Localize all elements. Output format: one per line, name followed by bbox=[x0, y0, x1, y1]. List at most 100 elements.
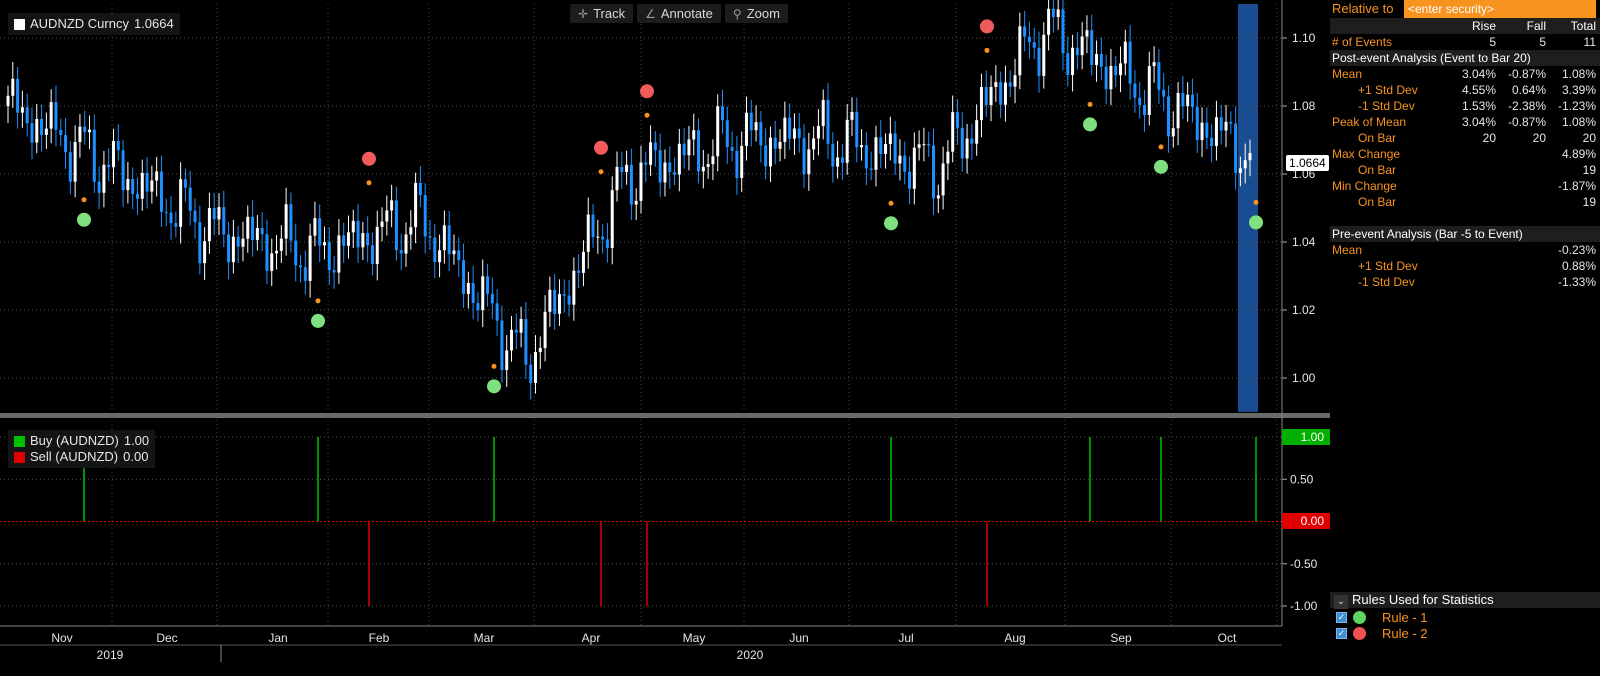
candle-body bbox=[68, 152, 72, 182]
events-rise: 5 bbox=[1489, 35, 1496, 49]
candle-body bbox=[1027, 36, 1031, 43]
candle-body bbox=[812, 138, 816, 150]
candle-body bbox=[514, 329, 518, 333]
sell-event-dot bbox=[644, 112, 650, 118]
candle-body bbox=[265, 234, 269, 271]
post-row-value: -1.87% bbox=[1557, 179, 1596, 193]
candle-body bbox=[486, 276, 490, 294]
candle-body bbox=[370, 245, 374, 264]
candle-body bbox=[212, 208, 216, 220]
pre-row-value bbox=[1446, 242, 1496, 258]
candle-body bbox=[423, 195, 427, 237]
candle-body bbox=[73, 142, 77, 182]
candle-body bbox=[778, 141, 782, 149]
pre-row: +1 Std Dev 0.88% bbox=[1330, 258, 1600, 274]
candle-body bbox=[591, 214, 595, 238]
candle-body bbox=[792, 128, 796, 139]
candle-body bbox=[965, 138, 969, 159]
rule-1-checkbox[interactable]: ✓ bbox=[1336, 612, 1347, 623]
candle-body bbox=[1138, 97, 1142, 105]
legend-swatch-buy bbox=[14, 435, 25, 447]
candle-body bbox=[471, 282, 475, 304]
candle-body bbox=[1166, 96, 1170, 137]
indicator-tick-label: -0.50 bbox=[1290, 557, 1318, 571]
legend-sell-name: Sell (AUDNZD) bbox=[30, 449, 119, 464]
candle-body bbox=[744, 112, 748, 146]
candle-body bbox=[54, 102, 58, 130]
post-row: Mean 3.04% -0.87% 1.08% bbox=[1330, 66, 1600, 82]
candle-body bbox=[1008, 82, 1012, 87]
candle-body bbox=[735, 150, 739, 179]
candle-body bbox=[97, 181, 101, 193]
post-row-label: Mean bbox=[1332, 67, 1363, 81]
sell-event-marker bbox=[594, 140, 608, 155]
candle-body bbox=[869, 168, 873, 170]
candle-body bbox=[1095, 54, 1099, 65]
chart-area[interactable]: 1.10 1.08 1.06 1.04 1.02 1.00 0.50 -0.50 -1.00 No… bbox=[0, 0, 1330, 676]
candle-body bbox=[893, 133, 897, 164]
collapse-icon[interactable]: ⌄ bbox=[1334, 595, 1348, 609]
candle-body bbox=[850, 111, 854, 120]
candle-body bbox=[682, 143, 686, 156]
rules-header[interactable]: ⌄ Rules Used for Statistics bbox=[1330, 592, 1600, 609]
rule-2-checkbox[interactable]: ✓ bbox=[1336, 628, 1347, 639]
post-row-value: 19 bbox=[1582, 195, 1596, 209]
candle-body bbox=[1090, 30, 1094, 65]
track-button[interactable]: ✛ Track bbox=[570, 4, 634, 23]
candle-body bbox=[1003, 82, 1007, 105]
rule-1-item[interactable]: ✓ Rule - 1 bbox=[1336, 610, 1428, 625]
month-label: May bbox=[683, 631, 706, 645]
candle-body bbox=[289, 204, 293, 241]
month-label: Oct bbox=[1218, 631, 1237, 645]
post-row-value bbox=[1446, 162, 1496, 178]
price-tick-label: 1.10 bbox=[1292, 31, 1316, 45]
candle-body bbox=[821, 99, 825, 127]
month-label: Aug bbox=[1004, 631, 1025, 645]
candle-body bbox=[845, 119, 849, 163]
candle-body bbox=[1051, 8, 1055, 18]
month-label: Jun bbox=[789, 631, 808, 645]
annotate-button[interactable]: ∠ Annotate bbox=[637, 4, 721, 23]
candle-body bbox=[908, 171, 912, 189]
rule-1-label: Rule - 1 bbox=[1382, 610, 1428, 625]
candle-body bbox=[874, 137, 878, 170]
candle-body bbox=[438, 250, 442, 263]
candle-body bbox=[836, 157, 840, 167]
post-row-value: 3.04% bbox=[1461, 115, 1496, 129]
chart-canvas[interactable]: 1.101.081.061.041.021.000.50-0.50-1.00No… bbox=[0, 0, 1330, 676]
candle-body bbox=[150, 180, 154, 192]
candle-body bbox=[864, 145, 868, 169]
post-row-label: On Bar bbox=[1358, 131, 1397, 145]
price-legend: AUDNZD Curncy 1.0664 bbox=[8, 13, 180, 35]
candle-body bbox=[275, 250, 279, 254]
events-row: # of Events 5 5 11 bbox=[1330, 34, 1600, 50]
rule-2-item[interactable]: ✓ Rule - 2 bbox=[1336, 626, 1428, 641]
legend-swatch-sell bbox=[14, 451, 25, 463]
candle-body bbox=[1200, 122, 1204, 141]
candle-body bbox=[313, 218, 317, 236]
candle-body bbox=[30, 123, 34, 143]
candle-body bbox=[169, 212, 173, 224]
candle-body bbox=[284, 204, 288, 239]
indicator-tick-label: -1.00 bbox=[1290, 599, 1318, 613]
candle-body bbox=[668, 162, 672, 173]
candle-body bbox=[102, 164, 106, 193]
security-input[interactable]: <enter security> bbox=[1404, 0, 1596, 18]
candle-body bbox=[294, 240, 298, 266]
candle-body bbox=[260, 228, 264, 235]
candle-body bbox=[586, 214, 590, 252]
indicator-tick-label: 0.50 bbox=[1290, 472, 1314, 486]
candle-body bbox=[1243, 160, 1247, 169]
candle-body bbox=[601, 236, 605, 240]
zoom-button[interactable]: ⚲ Zoom bbox=[724, 4, 788, 23]
candle-body bbox=[533, 352, 537, 383]
candle-body bbox=[673, 172, 677, 175]
candle-body bbox=[1181, 92, 1185, 107]
post-row-value bbox=[1496, 178, 1546, 194]
month-label: Nov bbox=[51, 631, 72, 645]
candle-body bbox=[840, 157, 844, 163]
candle-body bbox=[418, 182, 422, 196]
sell-event-marker bbox=[980, 19, 994, 34]
candle-body bbox=[1123, 41, 1127, 64]
post-row-value: 20 bbox=[1482, 131, 1496, 145]
